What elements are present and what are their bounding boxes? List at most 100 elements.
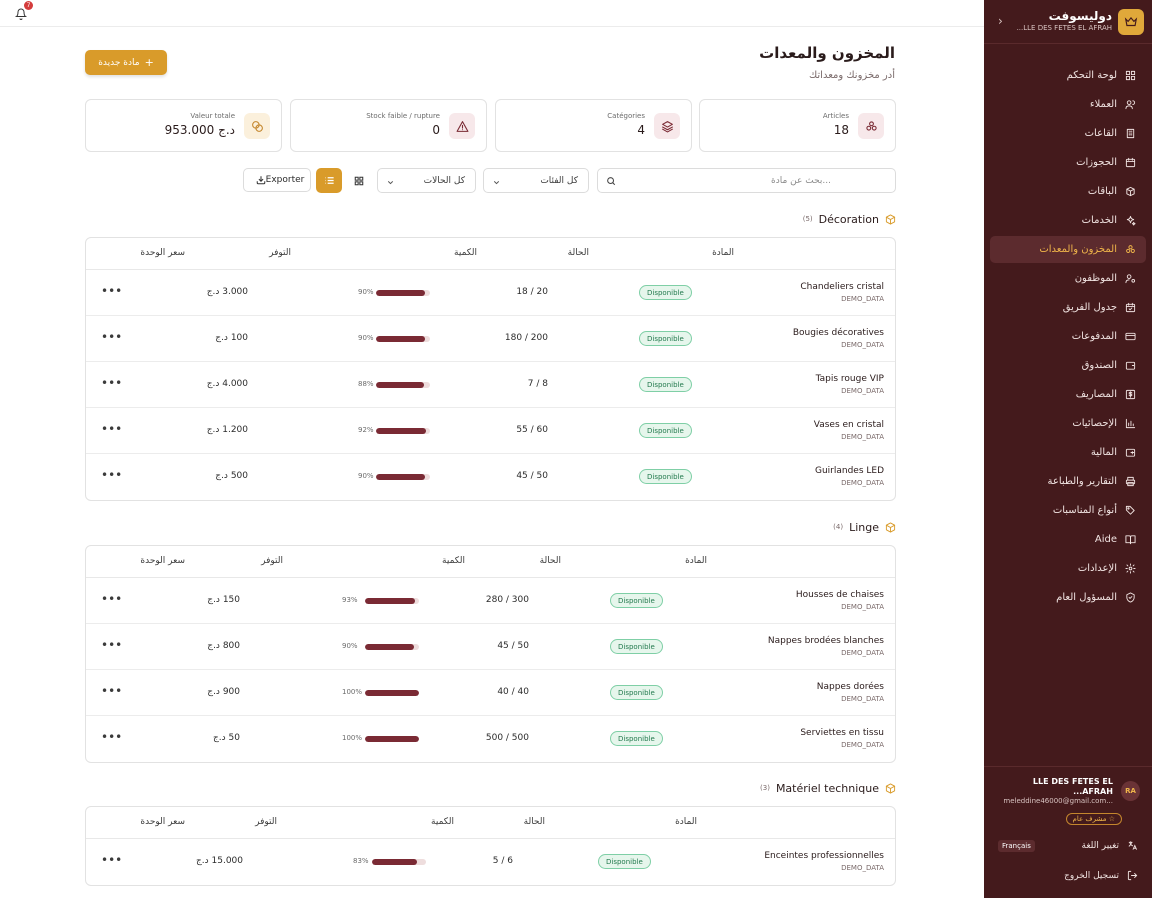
sidebar-item-1[interactable]: العملاء [990, 91, 1146, 118]
sidebar-item-10[interactable]: الصندوق [990, 352, 1146, 379]
col-availability: التوفر [261, 556, 283, 566]
collapse-sidebar-button[interactable]: ‹ [998, 14, 1003, 28]
sidebar-item-0[interactable]: لوحة التحكم [990, 62, 1146, 89]
item-name: Serviettes en tissu [800, 728, 884, 738]
notifications-button[interactable]: 7 [14, 1, 33, 24]
settings-icon [1125, 563, 1136, 574]
sidebar-item-14[interactable]: التقارير والطباعة [990, 468, 1146, 495]
table-row[interactable]: Bougies décoratives DEMO_DATA Disponible 18… [86, 316, 895, 362]
sidebar-item-label: التقارير والطباعة [1047, 476, 1117, 487]
sidebar-item-label: الخدمات [1081, 215, 1117, 226]
sidebar-item-16[interactable]: Aide [990, 526, 1146, 553]
row-more-menu-button[interactable]: ••• [101, 284, 123, 298]
page-title: المخزون والمعدات [759, 44, 895, 62]
coins-icon [251, 120, 263, 132]
availability-bar-fill [376, 382, 424, 388]
cube-icon [885, 521, 896, 533]
export-label: Exporter [265, 175, 305, 185]
stat-value: 4 [637, 123, 645, 137]
status-badge: Disponible [639, 331, 692, 346]
sidebar-item-12[interactable]: الإحصائيات [990, 410, 1146, 437]
table-row[interactable]: Vases en cristal DEMO_DATA Disponible 55 / … [86, 408, 895, 454]
item-name: Bougies décoratives [792, 328, 884, 338]
change-language-button[interactable]: تغيير اللغة Français [984, 837, 1152, 855]
sidebar-item-label: أنواع المناسبات [1052, 505, 1117, 516]
item-quantity: 500 / 500 [485, 733, 529, 743]
availability-bar-fill [376, 428, 426, 434]
table-row[interactable]: Nappes brodées blanches DEMO_DATA Disponib… [86, 624, 895, 670]
row-more-menu-button[interactable]: ••• [101, 592, 123, 606]
table-row[interactable]: Nappes dorées DEMO_DATA Disponible 40 / 40 1… [86, 670, 895, 716]
logout-icon [1127, 871, 1138, 881]
bell-icon [14, 8, 28, 20]
table-row[interactable]: Enceintes professionnelles DEMO_DATA Dispo… [86, 839, 895, 885]
sidebar-item-11[interactable]: المصاريف [990, 381, 1146, 408]
new-item-button[interactable]: + مادة جديدة [85, 50, 167, 75]
sidebar-item-9[interactable]: المدفوعات [990, 323, 1146, 350]
sidebar-item-label: الإعدادات [1077, 563, 1117, 574]
user-cog-icon [1125, 274, 1136, 284]
row-more-menu-button[interactable]: ••• [101, 730, 123, 744]
item-code: DEMO_DATA [841, 603, 884, 611]
user-profile[interactable]: RA LLE DES FETES EL AFRAH... ...meleddin… [984, 777, 1152, 806]
sidebar-item-8[interactable]: جدول الفريق [990, 294, 1146, 321]
chevron-down-icon [493, 181, 500, 185]
availability-bar-fill [376, 290, 425, 296]
section-title: Matériel technique [775, 781, 879, 795]
table-row[interactable]: Housses de chaises DEMO_DATA Disponible 280… [86, 578, 895, 624]
sidebar-item-15[interactable]: أنواع المناسبات [990, 497, 1146, 524]
status-select[interactable]: كل الحالات [377, 168, 476, 193]
sidebar-item-2[interactable]: القاعات [990, 120, 1146, 147]
current-language: Français [998, 839, 1035, 852]
crown-icon [1118, 8, 1144, 35]
cube-icon [885, 782, 896, 794]
row-more-menu-button[interactable]: ••• [101, 638, 123, 652]
table-row[interactable]: Chandeliers cristal DEMO_DATA Disponible 18… [86, 270, 895, 316]
search-input[interactable]: بحث عن مادة... [597, 168, 896, 193]
category-select-value: كل الفئات [540, 176, 578, 186]
row-more-menu-button[interactable]: ••• [101, 853, 123, 867]
grid-view-button[interactable] [347, 168, 371, 193]
list-view-button[interactable] [316, 168, 342, 193]
sidebar-item-13[interactable]: المالية [990, 439, 1146, 466]
sidebar-item-4[interactable]: الباقات [990, 178, 1146, 205]
export-button[interactable]: Exporter [243, 168, 311, 192]
section-count: (5) [802, 215, 813, 223]
logout-button[interactable]: تسجيل الخروج [984, 867, 1152, 885]
item-quantity: 18 / 20 [516, 287, 548, 297]
sidebar-item-5[interactable]: الخدمات [990, 207, 1146, 234]
unit-price: 800 د.ج [207, 641, 240, 651]
stat-card: Articles 18 [699, 99, 896, 152]
sidebar-item-label: القاعات [1084, 128, 1117, 139]
item-code: DEMO_DATA [841, 479, 884, 487]
sidebar-item-7[interactable]: الموظفون [990, 265, 1146, 292]
sidebar-item-label: المالية [1090, 447, 1117, 458]
col-quantity: الكمية [454, 248, 477, 258]
status-badge: Disponible [610, 685, 663, 700]
avatar: RA [1120, 781, 1140, 802]
sidebar-item-18[interactable]: المسؤول العام [990, 584, 1146, 611]
row-more-menu-button[interactable]: ••• [101, 684, 123, 698]
stat-value: 18 [833, 123, 849, 137]
row-more-menu-button[interactable]: ••• [101, 422, 123, 436]
sidebar-item-3[interactable]: الحجوزات [990, 149, 1146, 176]
search-placeholder: بحث عن مادة... [771, 176, 831, 186]
row-more-menu-button[interactable]: ••• [101, 330, 123, 344]
table-row[interactable]: Serviettes en tissu DEMO_DATA Disponible 50… [86, 716, 895, 762]
plus-icon: + [144, 56, 154, 69]
table-row[interactable]: Guirlandes LED DEMO_DATA Disponible 45 / 50… [86, 454, 895, 500]
category-select[interactable]: كل الفئات [483, 168, 589, 193]
sidebar-item-label: Aide [1094, 534, 1117, 545]
sidebar-nav: لوحة التحكم العملاء القاعات الحجوزات الباقات… [984, 44, 1152, 611]
row-more-menu-button[interactable]: ••• [101, 468, 123, 482]
calendar-check-icon [1125, 302, 1136, 313]
table-row[interactable]: Tapis rouge VIP DEMO_DATA Disponible 7 / 8 8… [86, 362, 895, 408]
sidebar-item-17[interactable]: الإعدادات [990, 555, 1146, 582]
table-header: المادة الحالة الكمية التوفر سعر الوحدة [86, 546, 895, 578]
stat-value: 0 [432, 123, 440, 137]
stat-icon-box [449, 113, 475, 139]
sidebar-item-label: الحجوزات [1076, 157, 1117, 168]
row-more-menu-button[interactable]: ••• [101, 376, 123, 390]
sidebar-item-6[interactable]: المخزون والمعدات [990, 236, 1146, 263]
col-status: الحالة [567, 248, 589, 258]
